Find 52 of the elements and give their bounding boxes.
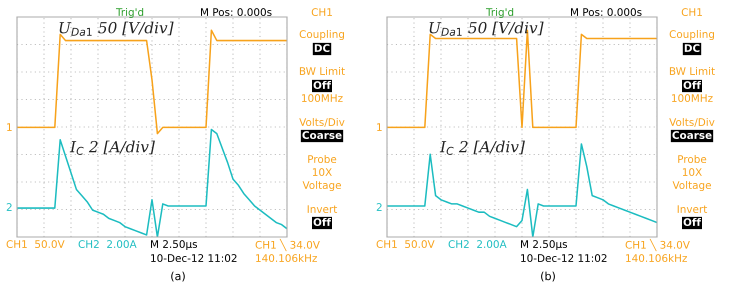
text: M Pos: 0.000s — [571, 8, 642, 16]
text: 2 — [6, 203, 12, 211]
text: 100MHz — [302, 94, 343, 102]
text: M 2.50µs — [521, 240, 568, 250]
text: Probe — [308, 154, 336, 164]
text: 10-Dec-12 11:02 — [151, 254, 236, 262]
text: Volts/Div — [299, 118, 345, 127]
text: 10-Dec-12 11:02 — [521, 254, 606, 262]
text: M 2.50µs — [151, 240, 198, 250]
annotation: I$_{C}$ 2 [A/div] — [70, 140, 155, 155]
annotation: U$_{Da1}$ 50 [V/div] — [430, 22, 544, 36]
text: BW Limit — [300, 66, 345, 75]
text: CH1 ╲ 34.0V — [626, 238, 690, 252]
text: Off — [314, 218, 332, 226]
text: CH1 50.0V — [6, 240, 65, 248]
text: Coupling — [670, 30, 714, 40]
text: Voltage — [672, 180, 711, 192]
text: CH2 2.00A — [448, 240, 507, 248]
text: 2 — [376, 203, 382, 211]
text: Off — [684, 80, 702, 90]
text: 140.106kHz — [256, 254, 317, 262]
text: Off — [314, 80, 332, 90]
text: Coarse — [302, 131, 342, 140]
text: 1 — [377, 123, 382, 131]
text: CH1 — [682, 8, 702, 16]
text: 140.106kHz — [626, 254, 687, 262]
text: 1 — [7, 123, 12, 131]
x-axis-title: (b) — [541, 272, 555, 282]
text: Coarse — [672, 131, 712, 140]
text: DC — [314, 44, 330, 52]
text: Voltage — [302, 180, 341, 192]
text: Trig'd — [486, 8, 514, 18]
text: CH1 ╲ 34.0V — [256, 238, 320, 252]
text: Invert — [678, 205, 708, 214]
text: Trig'd — [116, 8, 144, 18]
text: 100MHz — [672, 94, 713, 102]
text: CH1 — [312, 8, 332, 16]
text: Coupling — [300, 30, 344, 40]
text: 10X — [312, 168, 332, 176]
text: M Pos: 0.000s — [201, 8, 272, 16]
text: BW Limit — [670, 66, 715, 75]
annotation: U$_{Da1}$ 50 [V/div] — [60, 22, 174, 36]
text: 10X — [682, 168, 702, 176]
text: CH2 2.00A — [78, 240, 137, 248]
annotation: I$_{C}$ 2 [A/div] — [440, 140, 525, 155]
text: Invert — [308, 205, 338, 214]
text: DC — [684, 44, 700, 52]
text: CH1 50.0V — [376, 240, 435, 248]
text: Off — [684, 218, 702, 226]
text: Probe — [678, 154, 706, 164]
x-axis-title: (a) — [171, 272, 185, 282]
text: Volts/Div — [669, 118, 715, 127]
